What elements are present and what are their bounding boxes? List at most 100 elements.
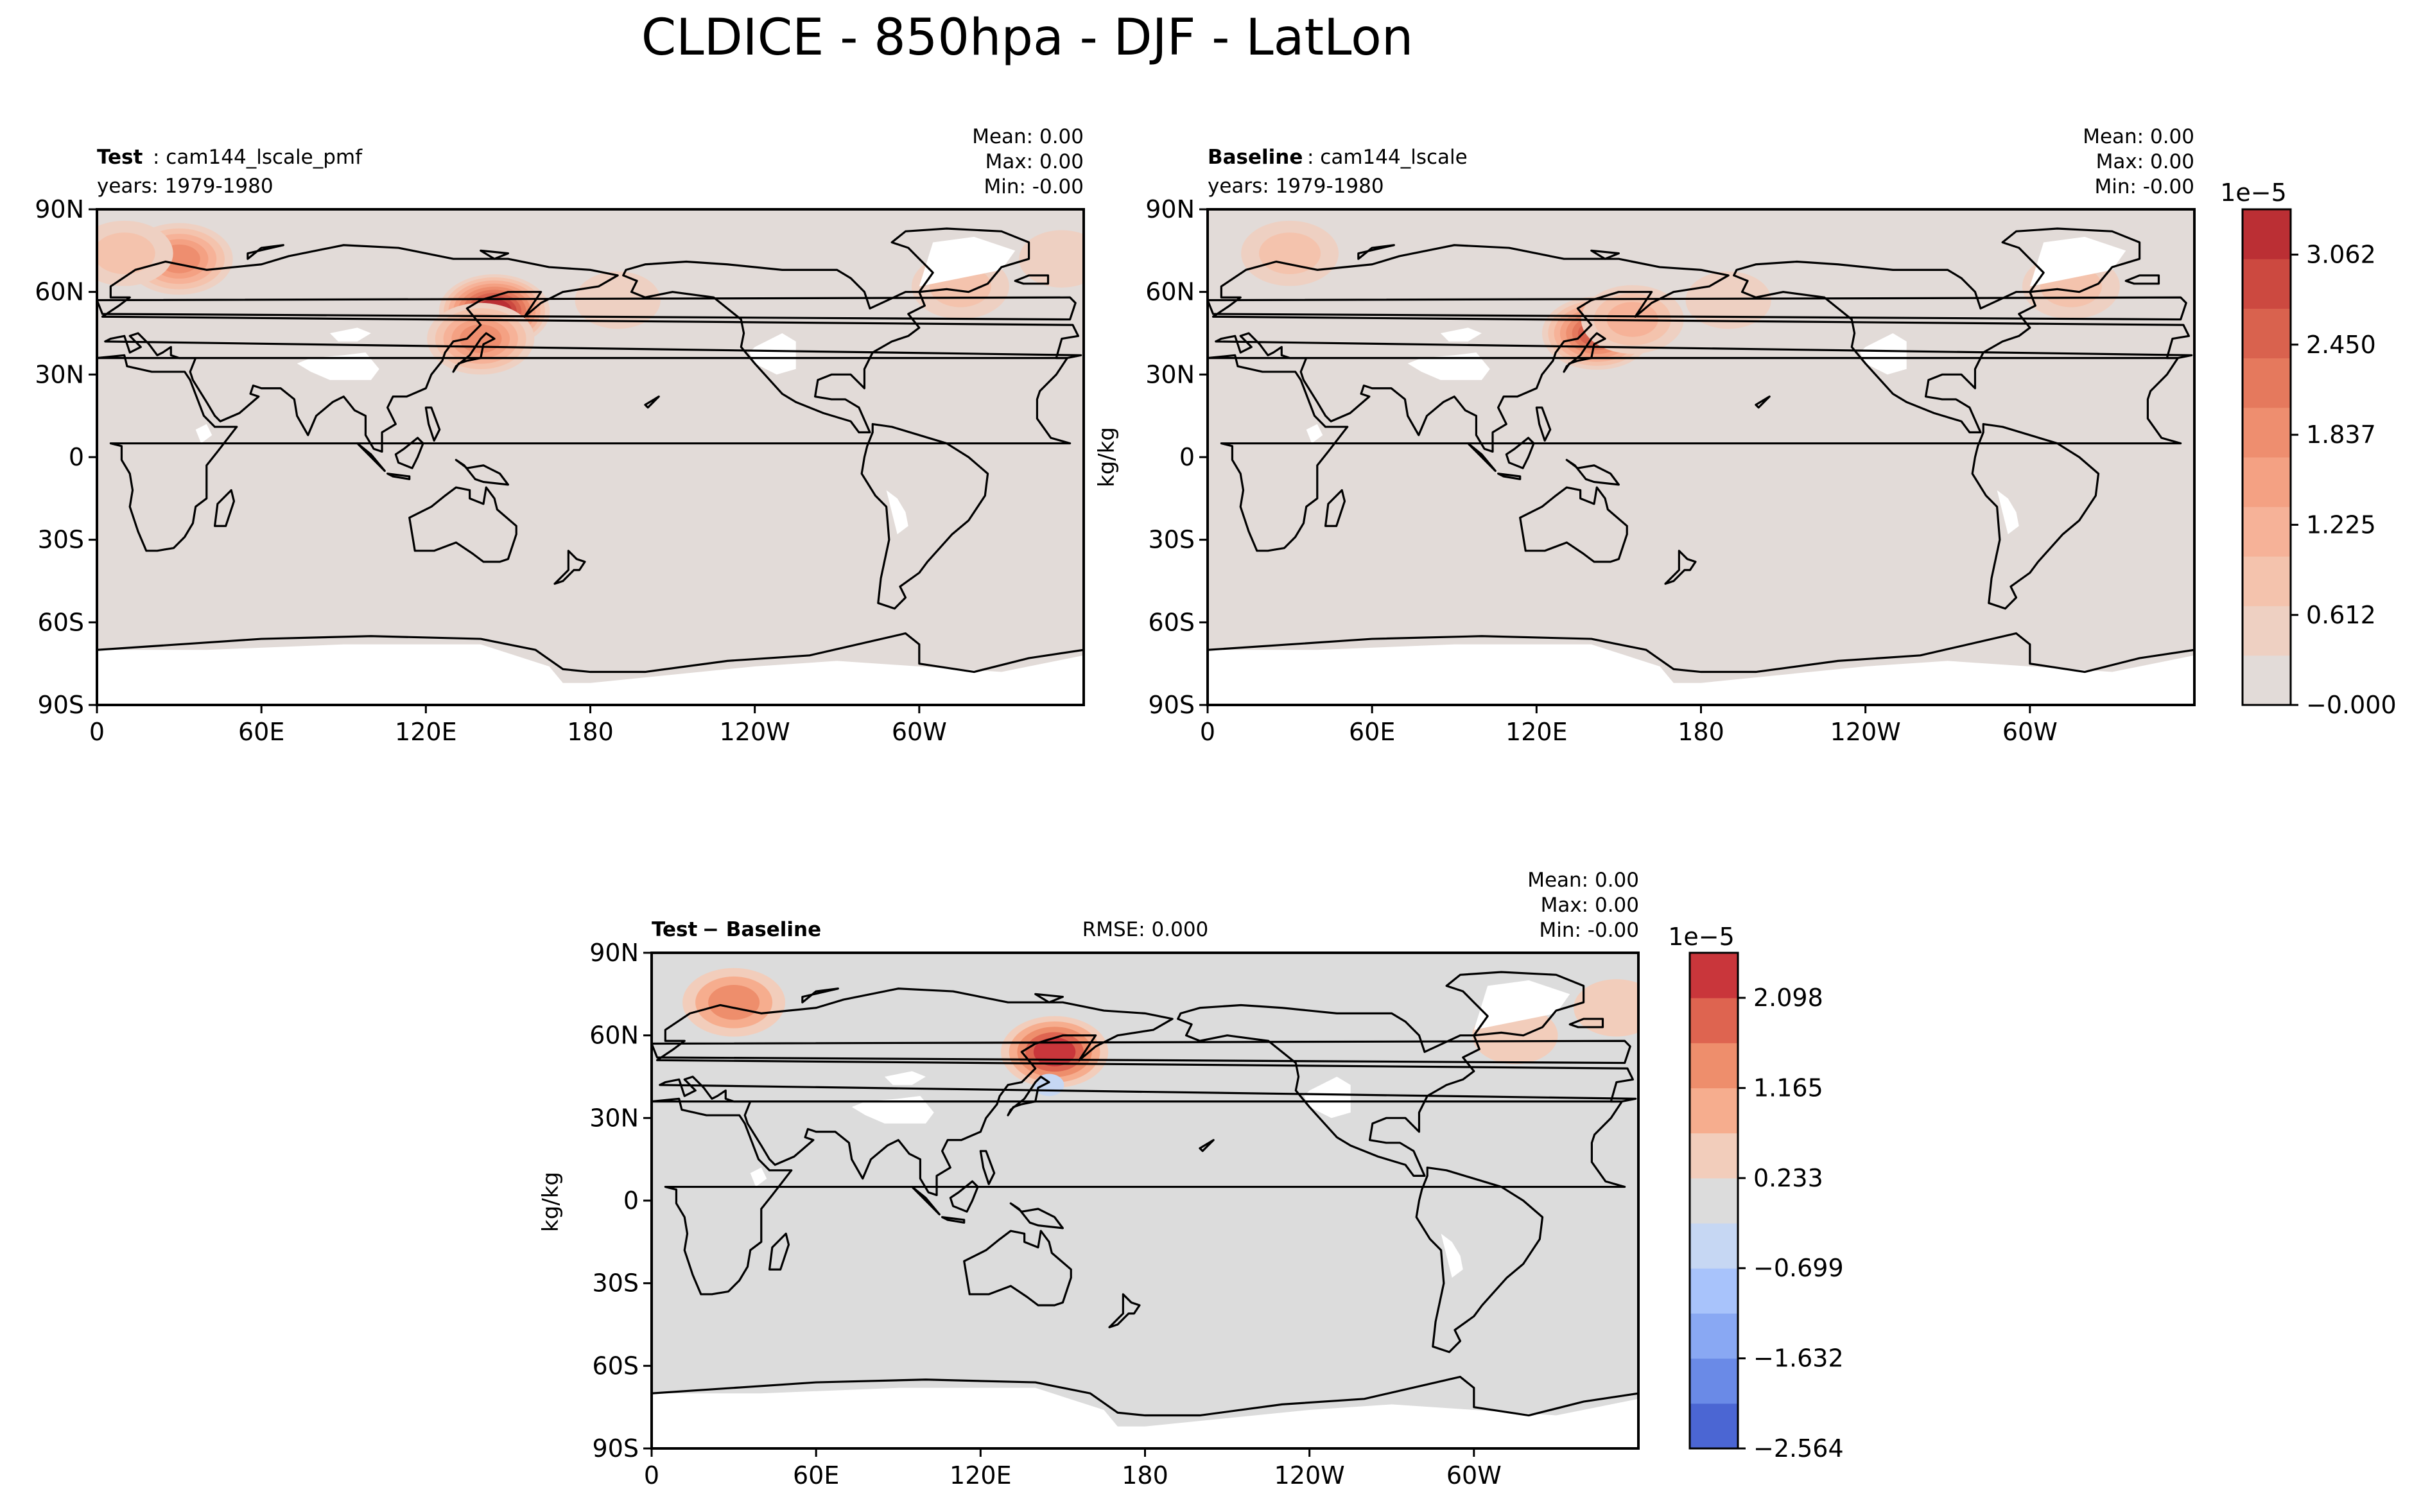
coastline [1466,442,1497,473]
coastline [1034,993,1064,1004]
colorbar-segment [1690,1177,1738,1224]
difference-panel-rmse: RMSE: 0.000 [1082,918,1209,941]
coastline [97,354,1072,552]
missing-data-region [749,333,796,375]
coastline [430,1168,555,1352]
coastline [1563,332,1606,373]
coastline [553,550,586,585]
contour-blob [1259,232,1321,275]
colorbar-segment [1690,953,1738,998]
missing-data-region [2029,236,2126,287]
x-tick-label: 0 [89,718,105,746]
colorbar-segment [2243,457,2291,507]
coastline [1568,1018,1604,1029]
colorbar-segment [1690,998,1738,1043]
x-tick-label: 60E [1349,718,1395,746]
coastline [1997,1203,2049,1228]
colorbar-tick-label: 1.165 [1753,1074,1823,1102]
coastline [979,1150,996,1185]
coastline [394,437,424,469]
coastline [452,332,496,373]
colorbar-segment [1690,1268,1738,1314]
x-tick-label: 60W [1446,1461,1502,1490]
colorbar-segment [2243,259,2291,309]
contour-blob [1019,230,1084,288]
x-tick-label: 120W [1830,718,1901,746]
x-tick-label: 180 [1122,1461,1168,1490]
colorbar-tick-label: 1.837 [2306,421,2376,449]
baseline-panel-ylabel: kg/kg [1094,427,1120,487]
coastline [0,245,94,452]
coastline [2403,1168,2421,1352]
difference-colorbar-exponent: 1e−5 [1668,923,1735,951]
y-tick-label: 90N [35,195,84,223]
coastline [1445,971,1585,1037]
coastline [0,989,649,1195]
x-tick-label: 0 [1200,718,1215,746]
contour-blob [1574,979,1638,1037]
colorbar-segment [1690,1133,1738,1179]
coastline [890,227,1030,293]
coastline [652,1375,1638,1448]
y-tick-label: 30S [38,526,84,554]
x-tick-label: 60W [2002,718,2058,746]
coastline [1497,473,1522,480]
coastline [1208,632,2194,705]
coastline [1995,1077,2036,1115]
coastline [2001,227,2141,293]
missing-data-region [1208,644,2194,705]
coastline [455,458,510,486]
coastline [0,1151,8,1184]
coastline [860,422,989,610]
coastline [123,1294,153,1327]
coastline [622,260,926,434]
difference-panel-ylabel: kg/kg [538,1172,564,1232]
coastline [1208,296,2187,321]
coastline [1009,1202,1064,1230]
coastline [424,406,441,442]
test-panel-mean: Mean: 0.00 [972,125,1084,148]
baseline-panel-label-bold: Baseline [1208,146,1303,169]
coastline [801,987,839,1004]
missing-data-region [750,1167,767,1187]
test-baseline-colorbar-exponent: 1e−5 [2220,178,2287,207]
x-tick-label: 120E [950,1461,1012,1490]
coastline [1590,249,1620,260]
coastline [49,994,76,1002]
missing-data-region [652,1387,1638,1448]
colorbar-tick-label: −1.632 [1753,1344,1844,1373]
missing-data-region [851,1096,934,1124]
coastline [356,442,386,473]
x-tick-label: 120W [720,718,790,746]
missing-data-region [297,352,379,380]
colorbar-frame [2241,208,2292,706]
contour-blob [1034,1073,1064,1097]
difference-panel-label-rest: − Baseline [702,918,821,941]
colorbar-segment [2243,358,2291,408]
colorbar-segment [1690,1358,1738,1404]
coastline [191,1005,493,1176]
coastline [652,1392,653,1448]
map-plot-area [0,953,2421,1448]
colorbar-tick-label: −0.000 [2306,691,2397,719]
coastline [1108,1293,1141,1328]
y-tick-label: 90S [1149,691,1195,719]
coastline [655,987,1637,1197]
coastline [1664,550,1697,585]
coastline [101,244,1082,453]
coastline [1899,1187,1927,1215]
test-panel: Test : cam144_lscale_pmf years: 1979-198… [0,125,1085,746]
coastline [1755,395,1771,409]
difference-panel-label-bold: Test [652,918,698,941]
coastline [1007,1075,1050,1117]
x-tick-label: 120W [1274,1461,1345,1490]
coastline [652,1097,1626,1296]
coastline [2193,299,2194,303]
baseline-panel-label-case: : cam144_lscale [1307,146,1468,169]
y-tick-label: 90N [1145,195,1195,223]
coastline [963,1230,1072,1307]
colorbar-tick-label: −0.699 [1753,1254,1844,1282]
coastline [1637,1042,1638,1047]
missing-data-region [195,424,213,444]
x-tick-label: 60E [238,718,284,746]
